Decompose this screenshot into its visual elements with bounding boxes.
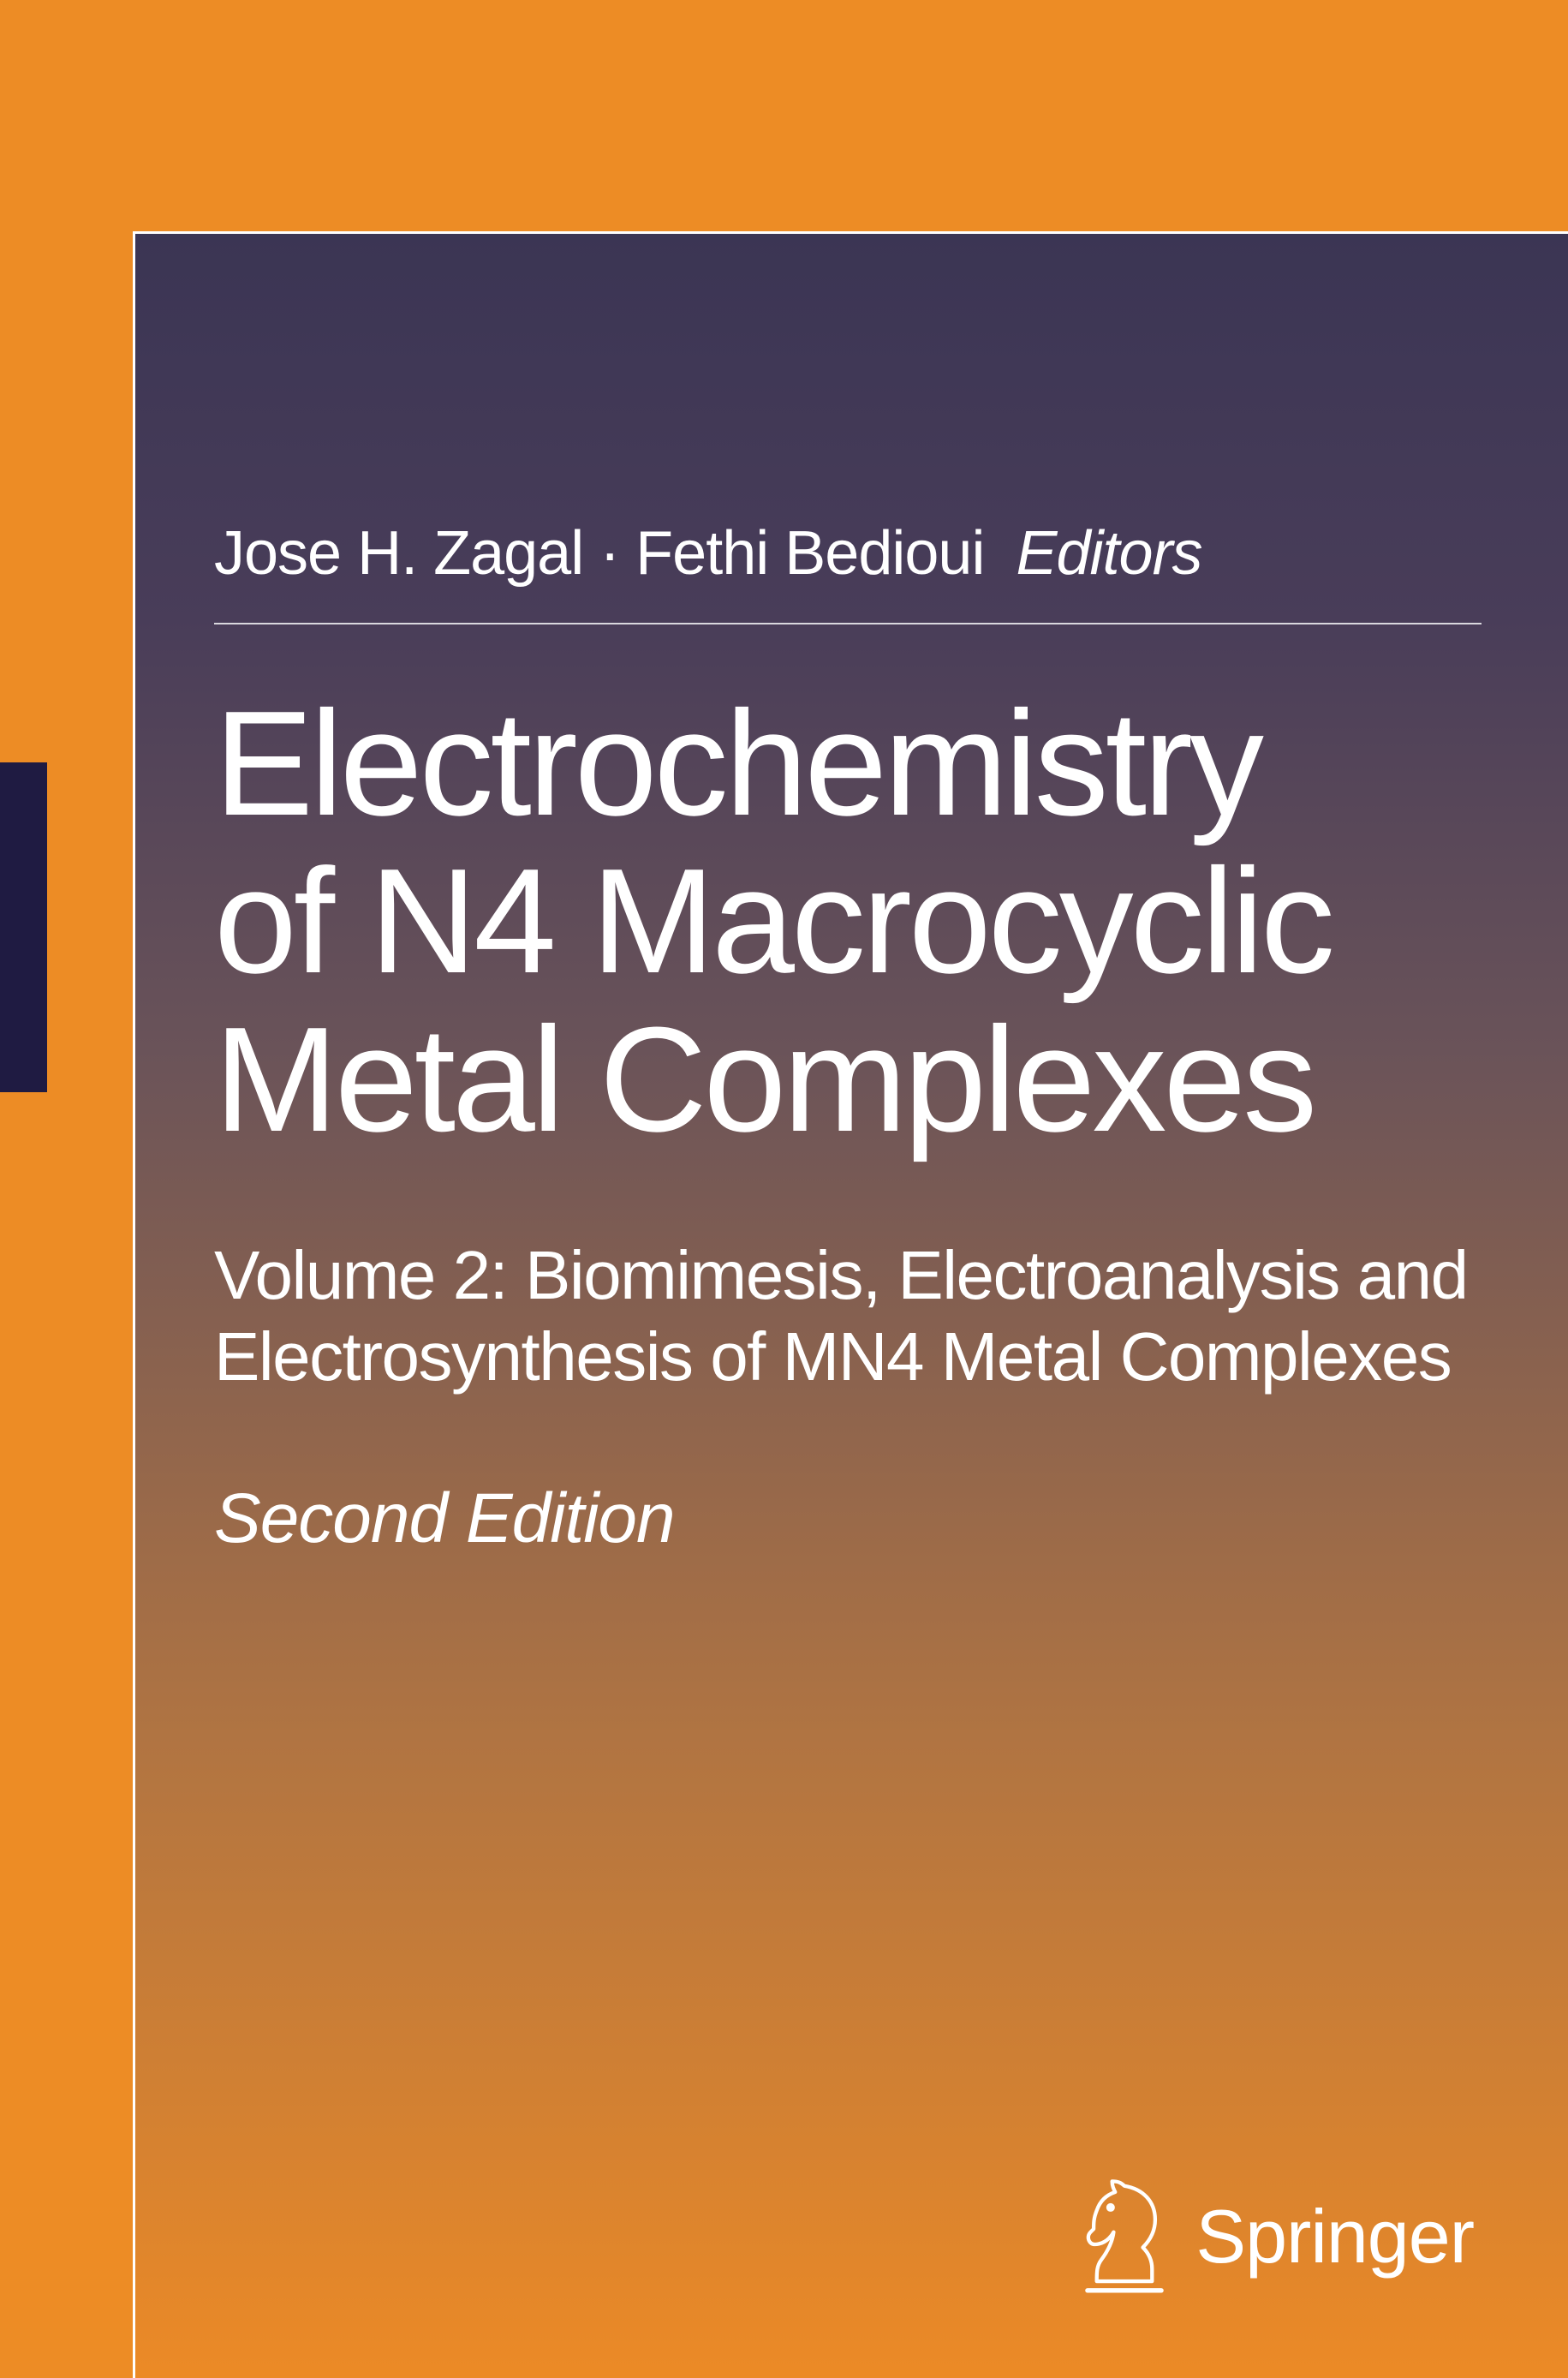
spine-tab: [0, 762, 47, 1092]
edition-label: Second Edition: [214, 1479, 1517, 1559]
divider-rule: [214, 623, 1482, 624]
publisher-name: Springer: [1195, 2193, 1474, 2280]
cover-content: Jose H. Zagal · Fethi Bedioui Editors El…: [214, 231, 1517, 1559]
editors-line: Jose H. Zagal · Fethi Bedioui Editors: [214, 518, 1517, 589]
title-line-2: of N4 Macrocyclic: [214, 842, 1517, 1000]
book-subtitle: Volume 2: Biomimesis, Electroanalysis an…: [214, 1235, 1482, 1397]
publisher-block: Springer: [1077, 2177, 1474, 2297]
book-title: Electrochemistry of N4 Macrocyclic Metal…: [214, 684, 1517, 1158]
editor-names: Jose H. Zagal · Fethi Bedioui: [214, 519, 984, 588]
editors-role: Editors: [1016, 519, 1201, 588]
title-line-3: Metal Complexes: [214, 1001, 1517, 1158]
chess-knight-icon: [1077, 2177, 1172, 2297]
title-line-1: Electrochemistry: [214, 684, 1517, 842]
